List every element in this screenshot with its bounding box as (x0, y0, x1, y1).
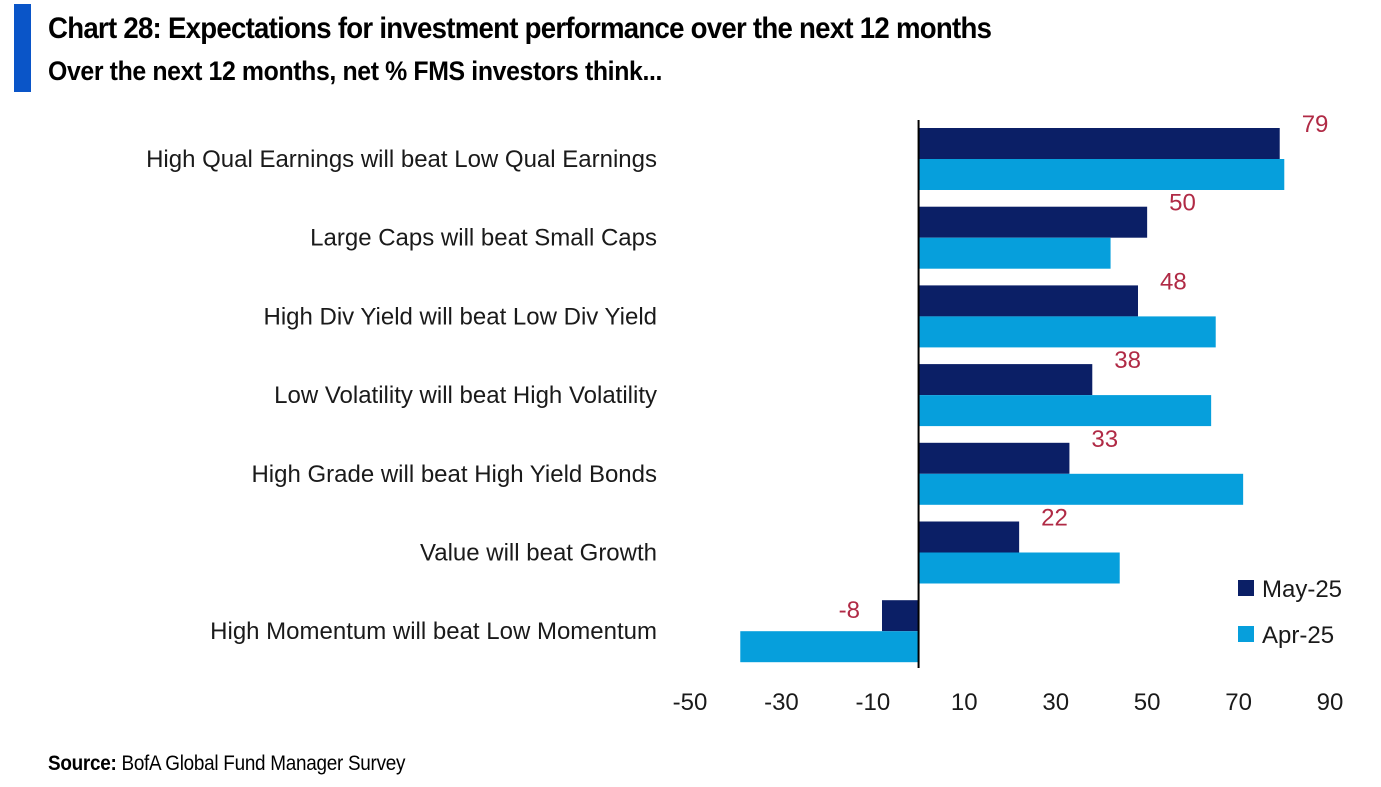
category-label: High Qual Earnings will beat Low Qual Ea… (146, 146, 657, 173)
bar-may-25 (918, 128, 1280, 159)
x-tick-label: -10 (856, 689, 891, 716)
category-labels: High Qual Earnings will beat Low Qual Ea… (146, 146, 657, 645)
x-tick-label: 70 (1225, 689, 1252, 716)
category-label: Large Caps will beat Small Caps (310, 225, 657, 252)
bar-apr-25 (918, 473, 1244, 505)
legend-label-may-25: May-25 (1262, 576, 1342, 603)
legend-label-apr-25: Apr-25 (1262, 622, 1334, 649)
bar-may-25 (918, 206, 1148, 238)
legend-swatch-may-25 (1238, 580, 1254, 596)
legend: May-25 Apr-25 (1238, 576, 1342, 649)
bar-apr-25 (918, 316, 1216, 348)
bar-may-25 (918, 285, 1138, 317)
data-label: 50 (1169, 190, 1196, 217)
bar-may-25 (918, 364, 1093, 396)
data-label: 79 (1302, 111, 1329, 138)
bar-apr-25 (740, 631, 919, 663)
data-label: 22 (1041, 505, 1068, 532)
bar-may-25 (918, 521, 1020, 553)
bar-may-25 (882, 600, 919, 632)
category-label: High Grade will beat High Yield Bonds (251, 461, 657, 488)
source-text: BofA Global Fund Manager Survey (121, 752, 406, 775)
data-label: -8 (839, 597, 860, 624)
x-tick-label: 90 (1317, 689, 1344, 716)
bar-apr-25 (918, 237, 1111, 269)
x-axis-tick-labels: -50 -30 -10 10 30 50 70 90 (673, 689, 1344, 716)
chart-subtitle: Over the next 12 months, net % FMS inves… (48, 56, 663, 86)
source-label: Source: (48, 752, 117, 775)
data-label: 38 (1114, 347, 1141, 374)
chart-title: Chart 28: Expectations for investment pe… (48, 12, 992, 45)
data-label: 48 (1160, 268, 1187, 295)
category-label: Value will beat Growth (420, 540, 657, 567)
bar-apr-25 (918, 395, 1212, 427)
bar-apr-25 (918, 159, 1285, 190)
data-label: 33 (1091, 426, 1118, 453)
x-tick-label: -30 (764, 689, 799, 716)
source-note: Source: BofA Global Fund Manager Survey (48, 752, 405, 776)
x-tick-label: 50 (1134, 689, 1161, 716)
legend-swatch-apr-25 (1238, 626, 1254, 642)
data-labels: 79 50 48 38 33 22 -8 (839, 111, 1329, 624)
x-tick-label: 30 (1042, 689, 1069, 716)
bar-may-25 (918, 442, 1070, 474)
bar-apr-25 (918, 552, 1120, 584)
x-tick-label: -50 (673, 689, 708, 716)
bars-group (740, 128, 1285, 663)
title-accent-bar (14, 4, 31, 92)
category-label: High Div Yield will beat Low Div Yield (263, 303, 657, 330)
x-tick-label: 10 (951, 689, 978, 716)
category-label: Low Volatility will beat High Volatility (274, 382, 657, 409)
category-label: High Momentum will beat Low Momentum (210, 618, 657, 645)
